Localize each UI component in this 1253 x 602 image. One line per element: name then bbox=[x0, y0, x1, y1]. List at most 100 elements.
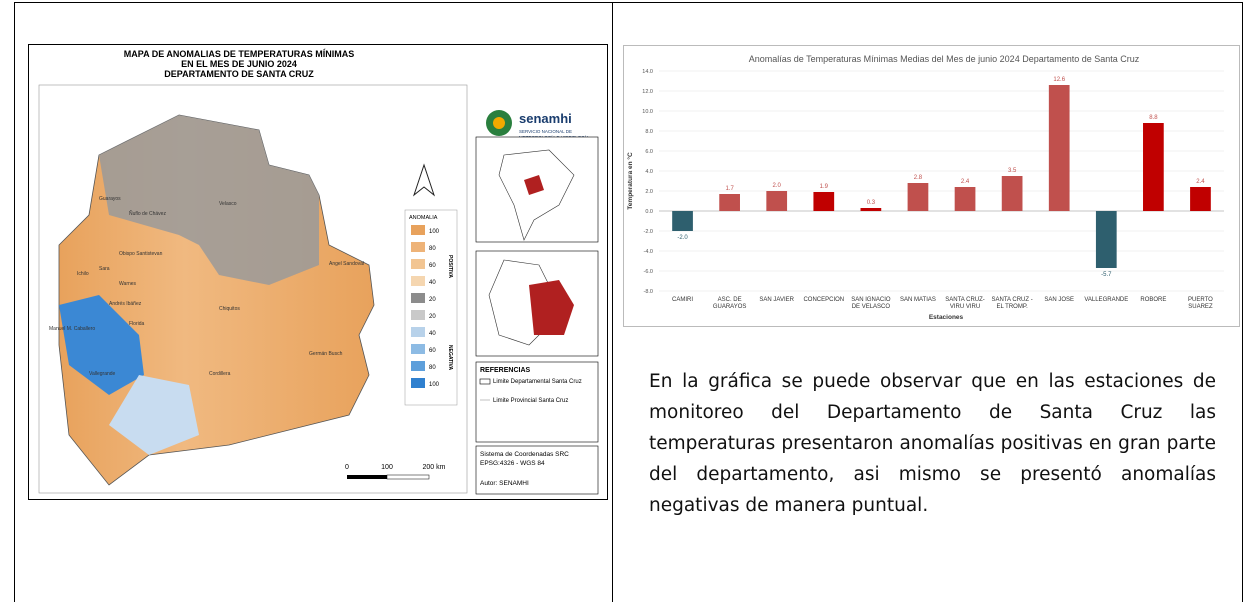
value-label: 1.7 bbox=[725, 186, 734, 192]
place-label: Guarayos bbox=[99, 196, 121, 202]
legend-label: 20 bbox=[429, 297, 436, 303]
bar bbox=[766, 191, 788, 211]
author: Autor: SENAMHI bbox=[480, 480, 529, 487]
y-tick-label: 8.0 bbox=[645, 129, 653, 135]
place-label: Obispo Santistevan bbox=[119, 251, 163, 257]
x-tick-label: SAN JAVIER bbox=[759, 297, 794, 303]
bar bbox=[813, 192, 835, 211]
bar bbox=[1190, 187, 1211, 211]
place-label: Chiquitos bbox=[219, 306, 240, 312]
scale-label: 200 km bbox=[423, 464, 446, 471]
bar bbox=[1143, 123, 1164, 211]
x-tick-label: SAN IGNACIO DE VELASCO bbox=[851, 297, 891, 310]
references-title: REFERENCIAS bbox=[480, 367, 531, 374]
value-label: 2.8 bbox=[914, 175, 923, 181]
legend-swatch bbox=[411, 310, 425, 320]
legend-swatch bbox=[411, 242, 425, 252]
legend-swatch bbox=[411, 276, 425, 286]
value-label: 8.8 bbox=[1149, 115, 1158, 121]
bar bbox=[954, 187, 976, 211]
legend-swatch bbox=[411, 378, 425, 388]
legend-swatch bbox=[411, 327, 425, 337]
map: MAPA DE ANOMALIAS DE TEMPERATURAS MÍNIMA… bbox=[28, 44, 608, 500]
bar bbox=[1001, 176, 1023, 211]
bar bbox=[1095, 211, 1117, 268]
x-tick-label: ROBORE bbox=[1140, 297, 1167, 303]
bar bbox=[672, 211, 693, 231]
y-tick-label: 2.0 bbox=[645, 189, 653, 195]
legend-label: 20 bbox=[429, 314, 436, 320]
x-axis-label: Estaciones bbox=[929, 314, 964, 321]
scale-bar bbox=[386, 474, 430, 480]
logo-icon bbox=[493, 117, 505, 129]
legend-label: 100 bbox=[429, 229, 440, 235]
value-label: -5.7 bbox=[1101, 272, 1112, 278]
table-divider bbox=[612, 2, 613, 602]
map-figure: MAPA DE ANOMALIAS DE TEMPERATURAS MÍNIMA… bbox=[29, 45, 607, 499]
blue-zone bbox=[59, 295, 144, 395]
bar bbox=[719, 194, 740, 211]
place-label: Sara bbox=[99, 266, 110, 272]
chart-title: Anomalías de Temperaturas Mínimas Medias… bbox=[749, 54, 1140, 64]
place-label: Manuel M. Caballero bbox=[49, 326, 95, 332]
legend-swatch bbox=[411, 293, 425, 303]
y-axis-label: Temperatura en °C bbox=[626, 152, 634, 210]
logo-text: senamhi bbox=[519, 111, 572, 126]
place-label: Andrés Ibáñez bbox=[109, 301, 142, 307]
logo-subtext: SERVICIO NACIONAL DE bbox=[519, 129, 572, 134]
bar bbox=[860, 208, 882, 211]
y-tick-label: 4.0 bbox=[645, 169, 653, 175]
scale-bar bbox=[347, 475, 387, 479]
north-arrow bbox=[412, 163, 436, 197]
legend-swatch bbox=[411, 344, 425, 354]
legend-group: NEGATIVA bbox=[447, 345, 453, 370]
bar bbox=[907, 183, 929, 211]
place-label: Angel Sandoval bbox=[329, 261, 364, 267]
place-label: Vallegrande bbox=[89, 371, 116, 377]
paragraph: En la gráfica se puede observar que en l… bbox=[649, 371, 1216, 516]
legend-group: POSITIVA bbox=[447, 255, 453, 278]
legend-label: 60 bbox=[429, 263, 436, 269]
value-label: 2.4 bbox=[961, 179, 970, 185]
place-label: Cordillera bbox=[209, 371, 231, 377]
legend-title: ANOMALIA bbox=[409, 215, 438, 221]
place-label: Florida bbox=[129, 321, 145, 327]
x-tick-label: VALLEGRANDE bbox=[1084, 297, 1129, 303]
grey-zone bbox=[99, 115, 319, 285]
table-frame bbox=[14, 2, 1243, 602]
place-label: Velasco bbox=[219, 201, 237, 207]
chart: Anomalías de Temperaturas Mínimas Medias… bbox=[623, 45, 1240, 327]
reference-item: Limite Provincial Santa Cruz bbox=[493, 398, 568, 404]
legend-box bbox=[404, 209, 458, 406]
legend-label: 60 bbox=[429, 348, 436, 354]
scale-label: 0 bbox=[345, 464, 349, 471]
crs: EPSG:4326 - WGS 84 bbox=[480, 460, 545, 467]
place-label: Ichilo bbox=[77, 271, 89, 277]
x-tick-label: SANTA CRUZ- VIRU VIRU bbox=[945, 297, 985, 310]
legend-swatch bbox=[411, 225, 425, 235]
lightblue-zone bbox=[109, 375, 199, 455]
map-title: MAPA DE ANOMALIAS DE TEMPERATURAS MÍNIMA… bbox=[124, 49, 355, 59]
value-label: 1.9 bbox=[820, 184, 829, 190]
y-tick-label: 12.0 bbox=[642, 89, 653, 95]
legend-label: 40 bbox=[429, 331, 436, 337]
place-label: Ñuflo de Chávez bbox=[129, 210, 166, 217]
value-label: 12.6 bbox=[1053, 77, 1065, 83]
map-title: EN EL MES DE JUNIO 2024 bbox=[181, 59, 297, 69]
x-tick-label: SAN MATIAS bbox=[899, 297, 936, 303]
legend-label: 80 bbox=[429, 246, 436, 252]
x-tick-label: SANTA CRUZ - EL TROMP. bbox=[991, 297, 1033, 310]
x-tick-label: SAN JOSE bbox=[1044, 297, 1075, 303]
value-label: 2.4 bbox=[1196, 179, 1205, 185]
chart-svg: Anomalías de Temperaturas Mínimas Medias… bbox=[626, 54, 1224, 321]
legend-label: 40 bbox=[429, 280, 436, 286]
y-tick-label: 0.0 bbox=[645, 209, 653, 215]
crs: Sistema de Coordenadas SRC bbox=[480, 451, 569, 458]
value-label: -2.0 bbox=[677, 235, 688, 241]
value-label: 2.0 bbox=[773, 183, 782, 189]
legend-swatch bbox=[411, 259, 425, 269]
y-tick-label: -2.0 bbox=[644, 229, 653, 235]
reference-item: Limite Departamental Santa Cruz bbox=[493, 379, 582, 385]
legend-label: 80 bbox=[429, 365, 436, 371]
